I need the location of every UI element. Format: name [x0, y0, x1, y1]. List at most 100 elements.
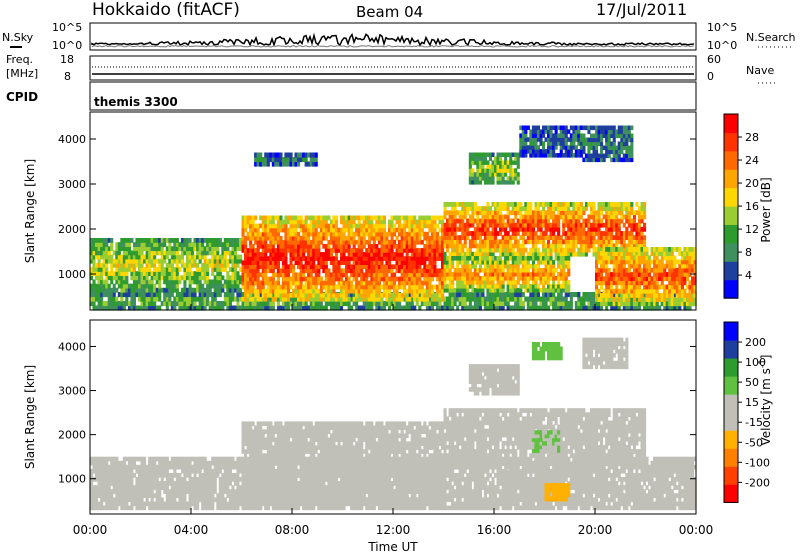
power-cell: [393, 305, 397, 311]
power-cell: [403, 268, 407, 274]
power-cell: [127, 242, 131, 247]
power-cell: [206, 238, 210, 243]
power-cell: [203, 250, 207, 256]
power-cell: [261, 248, 265, 253]
power-cell: [688, 267, 692, 273]
power-cell: [332, 260, 336, 265]
power-cell: [643, 226, 647, 232]
power-cell: [233, 267, 237, 272]
power-cell: [309, 239, 313, 245]
power-cell: [511, 231, 515, 236]
power-cell: [514, 301, 518, 307]
power-cell: [617, 255, 621, 261]
power-cell: [451, 301, 455, 307]
power-cell: [395, 248, 399, 253]
power-cell: [410, 264, 414, 270]
power-cell: [595, 214, 599, 220]
power-cell: [314, 296, 318, 302]
power-cell: [557, 231, 561, 236]
power-cell: [279, 244, 283, 249]
power-cell: [102, 267, 106, 272]
power-cell: [448, 280, 452, 285]
power-cell: [289, 231, 293, 237]
power-cell: [494, 301, 498, 307]
power-cell: [605, 218, 609, 224]
power-cell: [552, 202, 556, 207]
power-cell: [115, 258, 119, 264]
power-cell: [403, 292, 407, 298]
power-cell: [491, 288, 495, 293]
power-cell: [357, 260, 361, 265]
power-cell: [658, 272, 662, 277]
power-cell: [299, 305, 303, 311]
power-cell: [408, 276, 412, 282]
power-cell: [625, 210, 629, 216]
power-cell: [473, 292, 477, 298]
power-cell: [372, 244, 376, 249]
power-cell: [256, 284, 260, 290]
power-cell: [511, 284, 515, 289]
power-cell: [135, 250, 139, 256]
power-cell: [693, 297, 697, 302]
power-cell: [564, 231, 568, 236]
power-cell: [446, 272, 450, 277]
power-cell: [511, 206, 515, 211]
power-cell: [357, 292, 361, 298]
power-cell: [645, 276, 649, 282]
power-cell: [466, 218, 470, 224]
power-cell: [539, 276, 543, 281]
power-cell: [413, 244, 417, 249]
power-cell: [360, 296, 364, 302]
power-cell: [115, 279, 119, 285]
power-cell: [620, 263, 624, 269]
power-cell: [471, 235, 475, 240]
power-cell: [168, 301, 172, 307]
power-cell: [312, 296, 316, 302]
power-cell: [640, 293, 644, 298]
power-cell: [542, 305, 546, 311]
power-cell: [266, 235, 270, 241]
power-cell: [529, 206, 533, 211]
power-cell: [552, 288, 556, 293]
power-cell: [562, 276, 566, 281]
power-cell: [451, 260, 455, 265]
power-cell: [471, 222, 475, 228]
power-cell: [441, 227, 445, 233]
power-cell: [102, 287, 106, 293]
power-cell: [544, 264, 548, 269]
power-cell: [499, 288, 503, 293]
power-cell: [287, 244, 291, 249]
power-cell: [660, 272, 664, 277]
power-cell: [600, 247, 604, 253]
power-cell: [590, 305, 594, 311]
power-cell: [355, 296, 359, 302]
power-cell: [420, 219, 424, 225]
power-cell: [337, 239, 341, 245]
power-cell: [615, 214, 619, 220]
power-cell: [637, 226, 641, 232]
power-cell: [496, 152, 500, 157]
power-cell: [148, 242, 152, 247]
power-cell: [377, 223, 381, 229]
power-cell: [536, 260, 540, 265]
power-cell: [547, 288, 551, 293]
power-cell: [673, 284, 677, 290]
power-cell: [261, 301, 265, 307]
power-cell: [637, 247, 641, 252]
power-cell: [511, 268, 515, 273]
power-cell: [281, 288, 285, 294]
power-cell: [524, 210, 528, 216]
power-cell: [403, 260, 407, 265]
power-cell: [175, 267, 179, 272]
power-cell: [670, 247, 674, 252]
power-cell: [380, 215, 384, 221]
power-cell: [398, 239, 402, 245]
power-cell: [435, 292, 439, 298]
power-cell: [420, 231, 424, 237]
power-cell: [663, 251, 667, 256]
power-cell: [102, 271, 106, 276]
power-cell: [435, 231, 439, 237]
power-cell: [423, 288, 427, 294]
power-cell: [314, 264, 318, 270]
power-cell: [276, 272, 280, 278]
